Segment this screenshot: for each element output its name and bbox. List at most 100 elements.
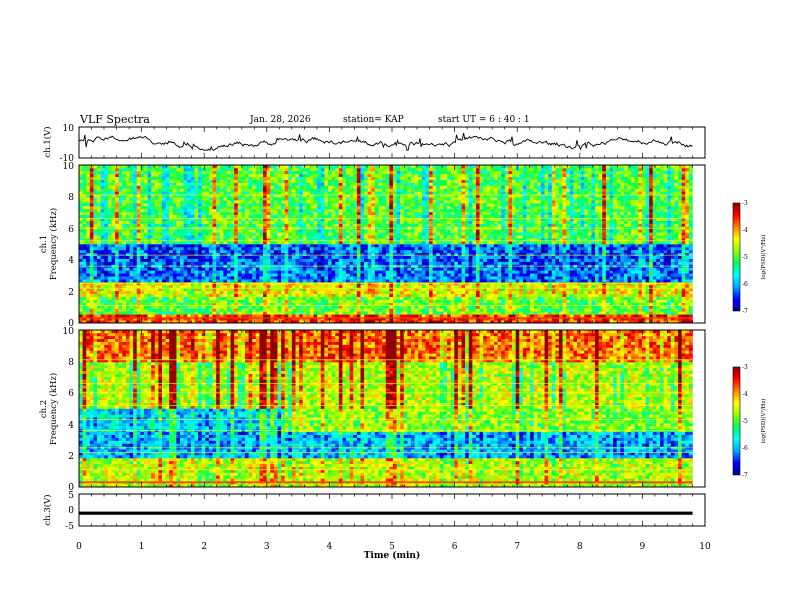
spec1-cell [335,258,340,262]
spec1-cell [652,299,657,303]
spec1-cell [486,308,491,312]
spec1-cell [501,258,506,262]
spec1-cell [670,276,675,280]
spec1-cell [544,276,549,280]
spec1-cell [252,287,257,292]
spec1-cell [627,305,632,309]
spec1-cell [255,305,260,309]
spec1-cell [663,287,668,292]
spec1-cell [309,290,314,295]
spec1-cell [573,311,578,315]
spec1-cell [125,279,130,283]
spec1-cell [277,246,282,251]
spec1-cell [508,284,513,289]
spec1-cell [172,290,177,295]
spec1-cell [313,296,318,300]
spec1-cell [494,314,498,318]
spec1-cell [465,273,470,277]
spec1-cell [396,305,401,309]
spec1-cell [299,311,304,315]
spec1-cell [118,311,123,315]
spec1-cell [613,311,617,315]
spec1-cell [519,308,524,312]
spec1-cell [670,284,675,289]
spec1-cell [515,267,520,271]
spec1-cell [172,314,177,318]
spec1-cell [328,302,332,306]
spec1-cell [349,241,354,245]
spec1-cell [248,299,253,303]
spec1-cell [317,241,322,245]
spec1-cell [577,305,581,309]
spec1-cell [317,302,322,306]
spec1-cell [468,255,473,259]
spec1-cell [107,293,112,297]
spec1-cell [638,293,643,297]
spec1-cell [627,261,632,265]
spec1-cell [613,261,617,265]
spec1-cell [378,252,383,257]
spec1-cell [226,235,231,239]
spec1-cell [400,290,405,295]
spec1-cell [187,238,192,242]
spec1-cell [472,299,477,303]
spec1-cell [414,276,419,280]
spec1-cell [497,238,502,242]
spec1-cell [237,244,242,248]
spec1-cell [613,273,617,277]
spec1-cell [270,252,275,257]
spec1-cell [421,299,426,303]
spec1-cell [371,241,376,245]
spec1-cell [364,276,368,280]
spec1-cell [349,249,354,254]
spec1-cell [176,241,181,245]
spec1-cell [223,296,228,300]
spec1-cell [237,252,242,257]
spec1-cell [555,249,560,254]
spec1-cell [349,276,354,280]
spec1-cell [237,261,242,265]
spec1-cell [562,246,567,251]
spec1-cell [270,293,275,297]
spec1-cell [577,302,581,306]
spec1-cell [504,308,509,312]
spec1-cell [302,284,307,289]
spec1-cell [389,293,394,297]
spec1-cell [490,249,495,254]
spec1-cell [349,267,354,271]
spec1-cell [641,284,646,289]
spec1-cell [385,267,390,271]
spec1-cell [172,273,177,277]
spec1-cell [194,284,199,289]
spec1-cell [403,270,408,274]
spec1-cell [688,258,693,262]
spec1-cell [663,241,668,245]
spec1-cell [569,308,574,312]
spec1-cell [364,238,368,242]
spec1-cell [652,258,657,262]
spec1-cell [190,241,195,245]
spec1-cell [183,270,188,274]
spec1-cell [284,314,289,318]
spec1-cell [544,284,549,289]
spec1-cell [591,252,596,257]
spec1-cell [273,258,278,262]
spec1-cell [620,287,625,292]
spec1-cell [162,235,166,239]
spec1-cell [490,299,495,303]
spec1-cell [122,296,127,300]
spec1-cell [475,296,480,300]
spec1-cell [645,267,650,271]
spec1-cell [577,293,581,297]
spec1-cell [266,267,271,271]
spec1-cell [490,270,495,274]
spec1-cell [544,273,549,277]
spec1-cell [645,311,650,315]
spec1-cell [609,252,614,257]
spec1-cell [533,255,538,259]
spec1-cell [407,287,412,292]
spec1-cell [447,287,451,292]
spec1-cell [187,279,192,283]
spec1-cell [360,287,365,292]
spec1-cell [346,290,350,295]
